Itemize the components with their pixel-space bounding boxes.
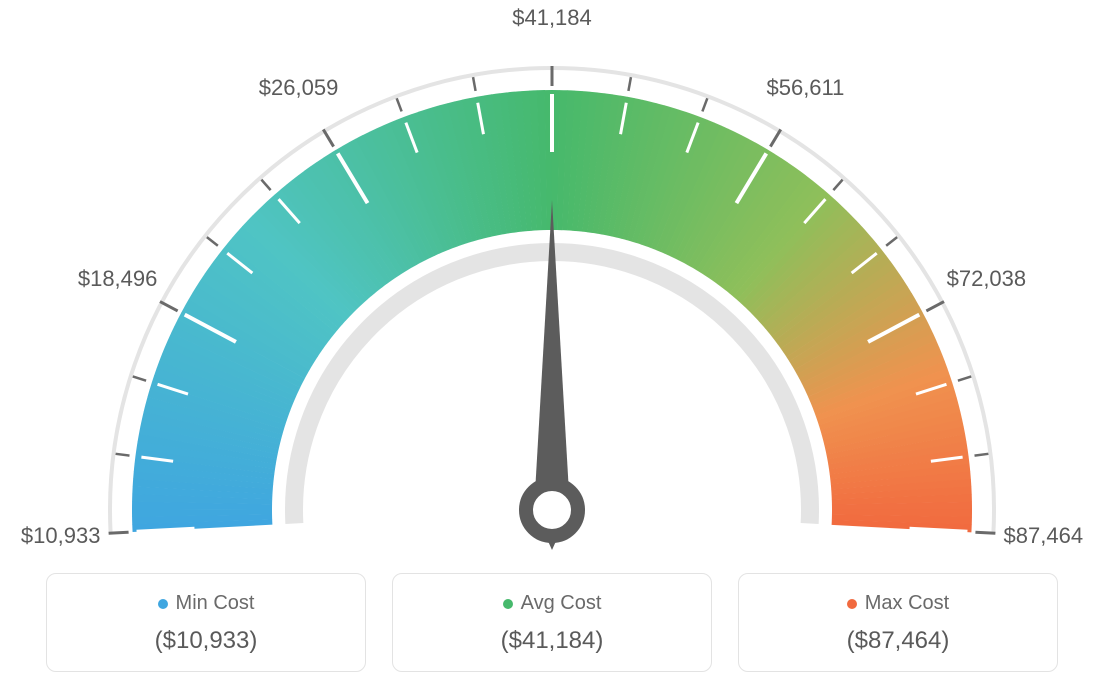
legend-box-avg: Avg Cost ($41,184) <box>392 573 712 672</box>
legend-value-avg: ($41,184) <box>403 627 701 655</box>
legend-row: Min Cost ($10,933) Avg Cost ($41,184) Ma… <box>0 573 1104 672</box>
gauge-chart: $10,933$18,496$26,059$41,184$56,611$72,0… <box>0 0 1104 540</box>
gauge-tick-label: $41,184 <box>512 5 592 31</box>
legend-title-avg: Avg Cost <box>503 592 602 615</box>
legend-title-text-max: Max Cost <box>865 592 949 615</box>
gauge-tick-label: $10,933 <box>21 523 101 549</box>
gauge-tick-label: $56,611 <box>766 75 844 101</box>
legend-title-text-min: Min Cost <box>176 592 255 615</box>
gauge-tick-label: $72,038 <box>947 266 1027 292</box>
legend-value-min: ($10,933) <box>57 627 355 655</box>
gauge-tick-label: $26,059 <box>259 75 339 101</box>
legend-dot-min <box>158 599 168 609</box>
gauge-tick-label: $87,464 <box>1004 523 1084 549</box>
legend-box-max: Max Cost ($87,464) <box>738 573 1058 672</box>
gauge-tick-label: $18,496 <box>78 266 158 292</box>
legend-dot-max <box>847 599 857 609</box>
legend-box-min: Min Cost ($10,933) <box>46 573 366 672</box>
legend-title-text-avg: Avg Cost <box>521 592 602 615</box>
legend-dot-avg <box>503 599 513 609</box>
legend-title-min: Min Cost <box>158 592 255 615</box>
gauge-svg <box>32 10 1072 570</box>
legend-value-max: ($87,464) <box>749 627 1047 655</box>
legend-title-max: Max Cost <box>847 592 949 615</box>
